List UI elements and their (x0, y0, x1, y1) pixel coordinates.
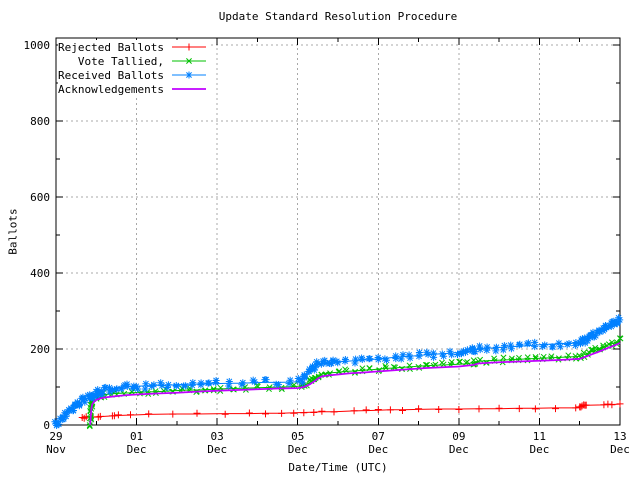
series-markers-received-ballots (51, 314, 624, 429)
x-tick-label: 09 Dec (448, 430, 469, 456)
legend-label: Acknowledgements (58, 82, 164, 96)
y-tick-label: 1000 (23, 39, 51, 52)
x-axis-title: Date/Time (UTC) (288, 461, 388, 474)
x-tick-label: 01 Dec (126, 430, 147, 456)
legend-label: Received Ballots (58, 68, 164, 82)
x-tick-label: 05 Dec (287, 430, 308, 456)
x-tick-label: 11 Dec (529, 430, 550, 456)
legend-sample-line (172, 58, 206, 64)
legend-item-rejected-ballots: Rejected Ballots (58, 40, 208, 54)
legend: Rejected Ballots Vote Tallied, Received Ba… (58, 40, 210, 96)
legend-item-vote-tallied: Vote Tallied, (58, 54, 208, 68)
x-tick-label: 03 Dec (207, 430, 228, 456)
plot-border (55, 37, 621, 426)
legend-label: Vote Tallied, (77, 54, 164, 68)
y-tick-label: 200 (30, 343, 50, 356)
y-tick-label: 800 (30, 115, 50, 128)
y-tick-label: 600 (30, 191, 50, 204)
legend-sample-line (172, 43, 206, 51)
series-line-vote-tallied (89, 340, 621, 425)
series-line-acknowledgements (89, 342, 621, 426)
x-tick-label: 13 Dec (610, 430, 630, 456)
legend-sample-line (172, 88, 206, 90)
legend-sample-line (172, 71, 206, 79)
x-tick-label: 07 Dec (368, 430, 389, 456)
y-tick-label: 400 (30, 267, 50, 280)
legend-item-received-ballots: Received Ballots (58, 68, 208, 82)
y-tick-label: 0 (43, 419, 50, 432)
legend-item-acknowledgements: Acknowledgements (58, 82, 208, 96)
chart-title: Update Standard Resolution Procedure (218, 10, 458, 23)
x-tick-label: 29 Nov (46, 430, 66, 456)
series-markers-rejected-ballots (78, 400, 624, 422)
legend-label: Rejected Ballots (58, 40, 164, 54)
